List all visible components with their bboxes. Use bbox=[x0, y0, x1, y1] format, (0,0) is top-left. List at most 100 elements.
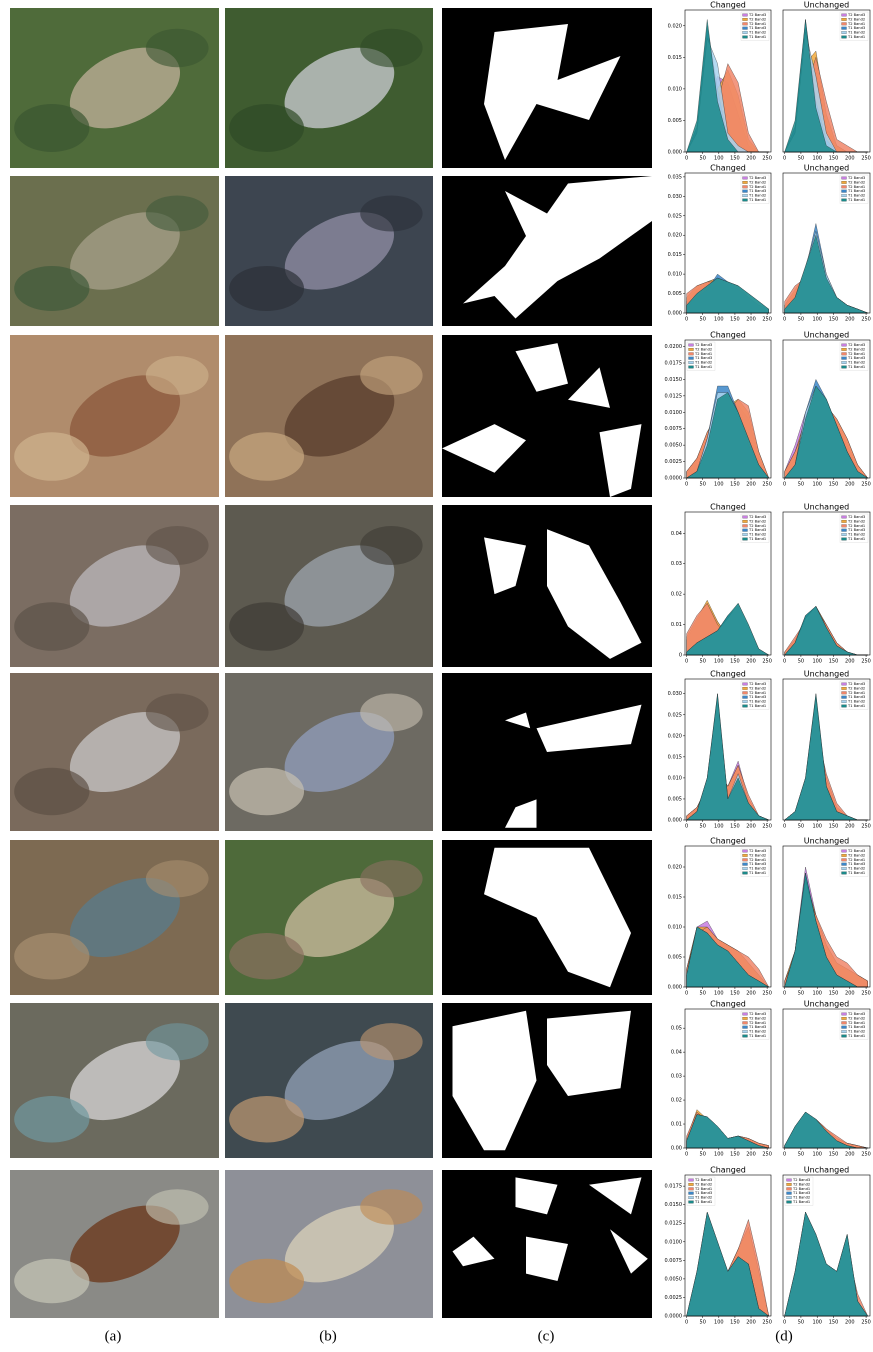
y-tick-label: 0.0125 bbox=[665, 393, 683, 399]
legend-label: T1 Band1 bbox=[748, 35, 766, 39]
legend-label: T2 Band1 bbox=[847, 352, 865, 356]
terrain bbox=[146, 356, 209, 395]
legend-swatch bbox=[842, 529, 847, 532]
legend-swatch bbox=[842, 194, 847, 197]
legend-swatch bbox=[743, 190, 748, 193]
x-tick-label: 0 bbox=[685, 991, 688, 997]
legend-swatch bbox=[743, 687, 748, 690]
legend-label: T1 Band1 bbox=[847, 365, 865, 369]
legend-label: T1 Band1 bbox=[748, 537, 766, 541]
x-tick-label: 0 bbox=[783, 1152, 786, 1158]
legend-swatch bbox=[842, 863, 847, 866]
y-tick-label: 0.0050 bbox=[665, 1276, 683, 1282]
legend-swatch bbox=[743, 31, 748, 34]
x-tick-label: 250 bbox=[762, 156, 772, 162]
x-tick-label: 50 bbox=[700, 482, 706, 488]
chart-title: Unchanged bbox=[804, 1166, 849, 1175]
x-tick-label: 0 bbox=[685, 317, 688, 323]
legend-swatch bbox=[743, 520, 748, 523]
legend-swatch bbox=[689, 1183, 694, 1186]
caption: (d) bbox=[775, 1328, 793, 1344]
x-tick-label: 250 bbox=[762, 1152, 772, 1158]
legend-swatch bbox=[842, 533, 847, 536]
terrain bbox=[360, 694, 422, 732]
y-tick-label: 0.0000 bbox=[665, 1314, 683, 1320]
legend-swatch bbox=[842, 1022, 847, 1025]
legend-swatch bbox=[689, 344, 694, 347]
legend-label: T1 Band3 bbox=[847, 26, 865, 30]
legend-label: T2 Band1 bbox=[792, 1187, 810, 1191]
legend-label: T2 Band2 bbox=[694, 347, 712, 351]
y-tick-label: 0.01 bbox=[671, 622, 682, 628]
x-tick-label: 150 bbox=[829, 1320, 839, 1326]
x-tick-label: 100 bbox=[714, 659, 724, 665]
legend-swatch bbox=[842, 14, 847, 17]
legend-label: T2 Band2 bbox=[792, 1182, 810, 1186]
y-tick-label: 0.0100 bbox=[665, 1239, 683, 1245]
legend-swatch bbox=[842, 850, 847, 853]
x-tick-label: 250 bbox=[762, 824, 772, 830]
legend-label: T1 Band1 bbox=[847, 35, 865, 39]
x-tick-label: 200 bbox=[746, 1152, 756, 1158]
y-tick-label: 0.005 bbox=[668, 118, 682, 124]
legend-swatch bbox=[689, 366, 694, 369]
legend-swatch bbox=[743, 538, 748, 541]
legend-swatch bbox=[842, 31, 847, 34]
y-tick-label: 0.0175 bbox=[665, 361, 683, 367]
y-tick-label: 0.000 bbox=[668, 150, 682, 156]
legend-swatch bbox=[743, 194, 748, 197]
legend-label: T1 Band1 bbox=[847, 198, 865, 202]
legend-swatch bbox=[743, 850, 748, 853]
x-tick-label: 250 bbox=[861, 482, 871, 488]
legend-label: T1 Band3 bbox=[847, 356, 865, 360]
legend-label: T1 Band2 bbox=[847, 700, 865, 704]
legend-swatch bbox=[842, 199, 847, 202]
legend-swatch bbox=[743, 516, 748, 519]
legend-label: T1 Band1 bbox=[847, 1034, 865, 1038]
legend-swatch bbox=[842, 353, 847, 356]
legend-swatch bbox=[743, 692, 748, 695]
legend-swatch bbox=[689, 1201, 694, 1204]
x-tick-label: 200 bbox=[746, 659, 756, 665]
x-tick-label: 200 bbox=[845, 1152, 855, 1158]
x-tick-label: 200 bbox=[845, 156, 855, 162]
legend-label: T1 Band2 bbox=[847, 867, 865, 871]
x-tick-label: 0 bbox=[783, 991, 786, 997]
y-tick-label: 0.00 bbox=[671, 1146, 682, 1152]
legend-label: T1 Band3 bbox=[748, 189, 766, 193]
legend-label: T2 Band1 bbox=[694, 352, 712, 356]
legend-label: T2 Band2 bbox=[847, 180, 865, 184]
legend-label: T2 Band1 bbox=[847, 524, 865, 528]
terrain bbox=[14, 104, 89, 152]
legend-label: T2 Band1 bbox=[847, 22, 865, 26]
x-tick-label: 150 bbox=[829, 991, 839, 997]
legend-label: T2 Band1 bbox=[748, 524, 766, 528]
terrain bbox=[14, 1259, 89, 1303]
legend-label: T1 Band1 bbox=[792, 1200, 810, 1204]
legend-label: T1 Band2 bbox=[748, 194, 766, 198]
terrain bbox=[229, 1096, 304, 1143]
terrain bbox=[146, 526, 209, 565]
x-tick-label: 100 bbox=[714, 824, 724, 830]
legend-swatch bbox=[689, 357, 694, 360]
x-tick-label: 150 bbox=[730, 156, 740, 162]
legend-label: T1 Band3 bbox=[847, 528, 865, 532]
chart-title: Unchanged bbox=[804, 164, 849, 173]
legend-label: T2 Band3 bbox=[748, 13, 766, 17]
legend-label: T2 Band3 bbox=[748, 176, 766, 180]
x-tick-label: 250 bbox=[762, 317, 772, 323]
x-tick-label: 150 bbox=[829, 659, 839, 665]
x-tick-label: 250 bbox=[762, 991, 772, 997]
x-tick-label: 200 bbox=[845, 991, 855, 997]
x-tick-label: 50 bbox=[798, 824, 804, 830]
terrain bbox=[146, 860, 209, 897]
terrain bbox=[14, 432, 89, 481]
y-tick-label: 0.0000 bbox=[665, 476, 683, 482]
y-tick-label: 0.0025 bbox=[665, 459, 683, 465]
legend-label: T1 Band2 bbox=[847, 1030, 865, 1034]
legend-swatch bbox=[842, 854, 847, 857]
mask-region bbox=[547, 1011, 631, 1096]
x-tick-label: 200 bbox=[845, 317, 855, 323]
chart-title: Unchanged bbox=[804, 1, 849, 10]
chart-title: Changed bbox=[710, 837, 746, 846]
